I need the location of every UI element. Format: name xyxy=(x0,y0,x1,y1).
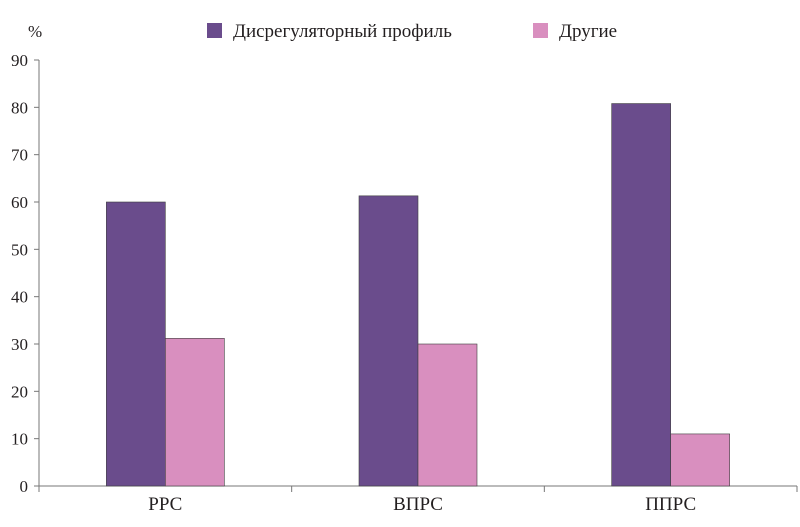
y-tick-label: 90 xyxy=(11,51,28,70)
legend-label: Другие xyxy=(559,21,617,42)
legend: Дисрегуляторный профиль Другие xyxy=(207,21,617,42)
bar-disregulatory xyxy=(358,195,419,487)
y-tick-label: 10 xyxy=(11,430,28,449)
bar-other xyxy=(417,343,478,487)
y-tick-label: 60 xyxy=(11,193,28,212)
bar-other xyxy=(670,433,730,487)
y-tick-label: 80 xyxy=(11,98,28,117)
legend-swatch xyxy=(207,23,222,38)
y-tick-label: 50 xyxy=(11,240,28,259)
bar-other xyxy=(165,338,225,487)
x-tick-label: ППРС xyxy=(645,494,696,515)
y-unit-label: % xyxy=(28,22,42,41)
bars xyxy=(106,103,730,487)
legend-label: Дисрегуляторный профиль xyxy=(233,21,452,42)
x-tick-label: РРС xyxy=(148,494,182,515)
x-tick-label: ВПРС xyxy=(393,494,443,515)
y-tick-label: 70 xyxy=(11,146,28,165)
bar-disregulatory xyxy=(106,201,166,487)
y-tick-label: 40 xyxy=(11,288,28,307)
legend-swatch xyxy=(533,23,548,38)
y-tick-label: 30 xyxy=(11,335,28,354)
y-tick-label: 0 xyxy=(20,477,29,496)
bar-disregulatory xyxy=(611,103,671,487)
axes: 0 10 20 30 40 50 60 70 80 90 РРС ВПРС ППРС xyxy=(11,51,798,515)
y-tick-label: 20 xyxy=(11,382,28,401)
